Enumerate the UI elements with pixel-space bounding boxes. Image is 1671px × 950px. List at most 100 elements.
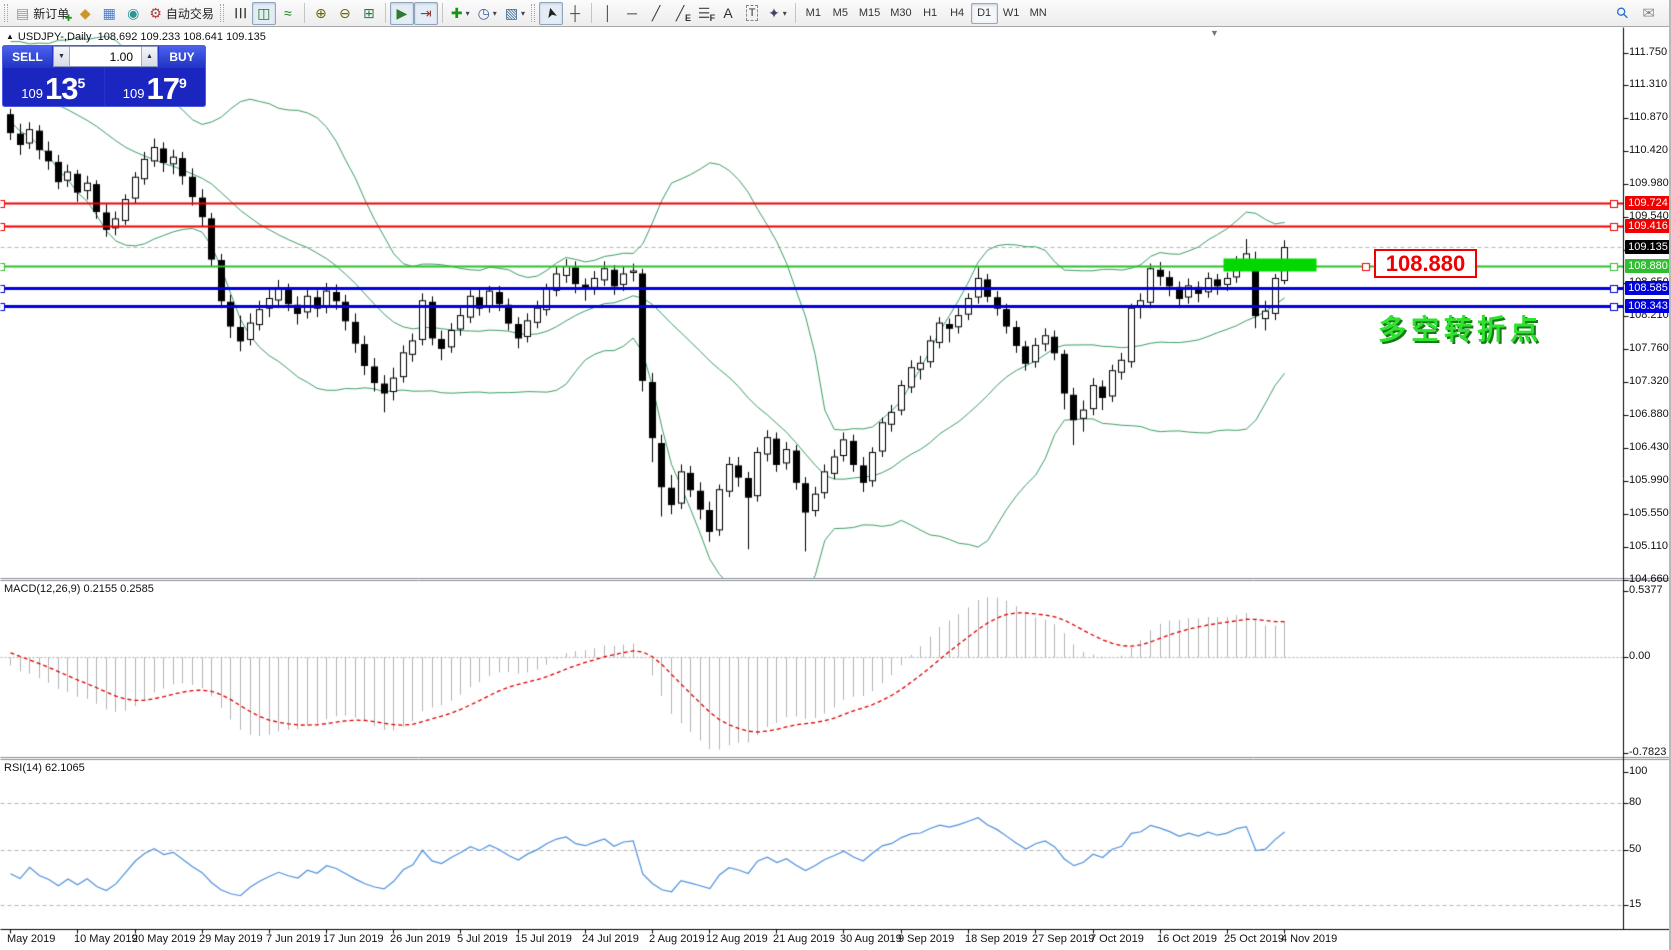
toolbar-separator <box>303 3 305 23</box>
toolbar-label-new-order: 新订单 <box>33 6 70 21</box>
sell-price-sup: 5 <box>77 75 86 91</box>
toolbar-button-new-order[interactable]: ▤ ✚ 新订单 <box>12 2 73 25</box>
gold-icon: ◆ <box>79 5 91 21</box>
toolbar-button-auto-scroll[interactable]: ▶ <box>389 1 414 25</box>
chart-ohlc-values: 108.692 109.233 108.641 109.135 <box>97 31 266 43</box>
level-price-label: 108.343 <box>1625 299 1669 313</box>
timeframe-button-w1[interactable]: W1 <box>1002 7 1020 19</box>
timeframe-button-d1[interactable]: D1 <box>970 2 998 24</box>
price-tick-label: 105.550 <box>1629 507 1669 519</box>
buy-button[interactable]: BUY <box>159 46 205 67</box>
toolbar-button-fibonacci[interactable]: ☰ F <box>692 2 716 25</box>
buy-price-prefix: 109 <box>122 86 145 101</box>
indicators-icon: ✚ <box>450 5 463 21</box>
level-price-label: 109.724 <box>1625 196 1669 210</box>
toolbar-button-chart-shift[interactable]: ⇥ <box>413 1 438 25</box>
toolbar-button-market-watch[interactable]: ◆ <box>73 2 97 25</box>
sell-button[interactable]: SELL <box>3 46 52 67</box>
search-icon[interactable]: ⚲ <box>1613 3 1634 24</box>
date-tick-label: 26 Jun 2019 <box>390 933 451 945</box>
turning-point-annotation[interactable]: 多空转折点 <box>1378 314 1544 345</box>
date-tick-label: May 2019 <box>7 933 56 945</box>
toolbar-button-horizontal-line[interactable]: ─ <box>620 2 644 25</box>
toolbar-button-autotrading[interactable]: ⚙ 自动交易 <box>145 2 218 25</box>
toolbar-button-templates[interactable]: ▧ ▾ <box>501 2 529 25</box>
volume-down-button[interactable]: ▼ <box>54 47 70 66</box>
date-tick-label: 7 Oct 2019 <box>1090 933 1144 945</box>
toolbar-drag-handle[interactable] <box>219 4 224 22</box>
bars-icon: ☰ <box>231 6 248 20</box>
toolbar-separator <box>441 3 443 23</box>
toolbar-button-zoom-in[interactable]: ⊕ <box>309 2 333 25</box>
chevron-down-icon[interactable]: ▾ <box>521 8 526 18</box>
toolbar-button-bar-chart[interactable]: ☰ <box>228 2 252 25</box>
volume-input[interactable]: 1.00 <box>70 47 141 66</box>
toolbar-button-text[interactable]: A <box>716 2 740 25</box>
fibo-icon-overlay: F <box>709 12 716 23</box>
toolbar-right-icons: ⚲ ✉ <box>1613 3 1669 23</box>
buy-price-display[interactable]: 109 17 9 <box>104 68 205 106</box>
text-icon: A <box>723 5 733 21</box>
timeframe-button-mn[interactable]: MN <box>1029 7 1047 19</box>
channel-icon: ╱ <box>675 5 685 21</box>
date-tick-label: 4 Nov 2019 <box>1281 933 1338 945</box>
timeframe-button-m15[interactable]: M15 <box>858 7 881 19</box>
toolbar-button-indicators[interactable]: ✚ ▾ <box>447 2 474 25</box>
price-annotation-box[interactable]: 108.880 <box>1374 249 1477 278</box>
signal-icon: ◉ <box>127 5 140 21</box>
price-tick-label: 105.990 <box>1629 474 1669 486</box>
toolbar-button-data-window[interactable]: ▦ <box>97 2 121 25</box>
timeframe-button-h1[interactable]: H1 <box>923 7 938 19</box>
robot-icon: ⚙ <box>149 5 162 21</box>
price-tick-label: 106.430 <box>1629 441 1669 453</box>
volume-up-button[interactable]: ▲ <box>141 47 157 66</box>
toolbar-button-candle-chart[interactable]: ◫ <box>251 1 276 25</box>
new-order-icon-overlay: ✚ <box>64 12 73 23</box>
channel-icon-overlay: E <box>685 12 692 23</box>
current-price-label: 109.135 <box>1625 240 1669 254</box>
chevron-down-icon[interactable]: ▾ <box>782 8 787 18</box>
volume-stepper: ▼ 1.00 ▲ <box>53 46 158 67</box>
price-tick-label: 107.320 <box>1629 375 1669 387</box>
toolbar-button-equidistant-channel[interactable]: ╱ E <box>668 2 692 25</box>
chevron-down-icon[interactable]: ▾ <box>465 8 470 18</box>
chart-title-marker: ▲ <box>6 32 14 41</box>
price-tick-label: 0.5377 <box>1629 584 1663 596</box>
data-window-icon: ▦ <box>102 5 116 21</box>
toolbar-button-tile-windows[interactable]: ⊞ <box>357 2 381 25</box>
date-tick-label: 29 May 2019 <box>199 933 263 945</box>
sell-price-display[interactable]: 109 13 5 <box>3 68 104 106</box>
toolbar-button-text-label[interactable]: T <box>740 2 764 25</box>
toolbar-button-zoom-out[interactable]: ⊖ <box>333 2 357 25</box>
chart-shift-marker-icon[interactable]: ▼ <box>1210 28 1219 38</box>
toolbar-button-signals[interactable]: ◉ <box>121 2 145 25</box>
toolbar-button-crosshair[interactable]: ┼ <box>563 2 587 25</box>
toolbar-drag-handle[interactable] <box>531 4 536 22</box>
toolbar-button-vertical-line[interactable]: │ <box>596 2 620 25</box>
chart-title: ▲ USDJPY-,Daily 108.692 109.233 108.641 1… <box>6 31 266 43</box>
crosshair-icon: ┼ <box>570 5 581 21</box>
timeframe-button-m5[interactable]: M5 <box>832 7 848 19</box>
zoom-in-icon: ⊕ <box>314 5 327 21</box>
toolbar-button-periods[interactable]: ◷ ▾ <box>474 2 501 25</box>
buy-price-sup: 9 <box>178 75 187 91</box>
level-price-label: 109.416 <box>1625 219 1669 233</box>
timeframe-button-h4[interactable]: H4 <box>950 7 965 19</box>
toolbar-separator <box>794 3 796 23</box>
price-tick-label: 111.310 <box>1629 78 1668 90</box>
chevron-down-icon[interactable]: ▾ <box>492 8 497 18</box>
toolbar-button-arrows[interactable]: ✦ ▾ <box>764 2 791 25</box>
date-tick-label: 18 Sep 2019 <box>965 933 1028 945</box>
toolbar-button-trend-line[interactable]: ╱ <box>644 2 668 25</box>
toolbar-separator <box>384 3 386 23</box>
timeframe-button-m30[interactable]: M30 <box>890 7 912 19</box>
toolbar-drag-handle[interactable] <box>4 4 8 22</box>
toolbar-button-line-chart[interactable]: ≈ <box>276 2 300 25</box>
chat-icon[interactable]: ✉ <box>1642 5 1655 22</box>
toolbar-button-cursor[interactable]: ➤ <box>539 1 564 25</box>
timeframe-button-m1[interactable]: M1 <box>805 7 821 19</box>
sell-price-big: 13 <box>44 71 78 106</box>
fibo-icon: ☰ <box>697 5 711 21</box>
line-icon: ≈ <box>283 5 292 21</box>
